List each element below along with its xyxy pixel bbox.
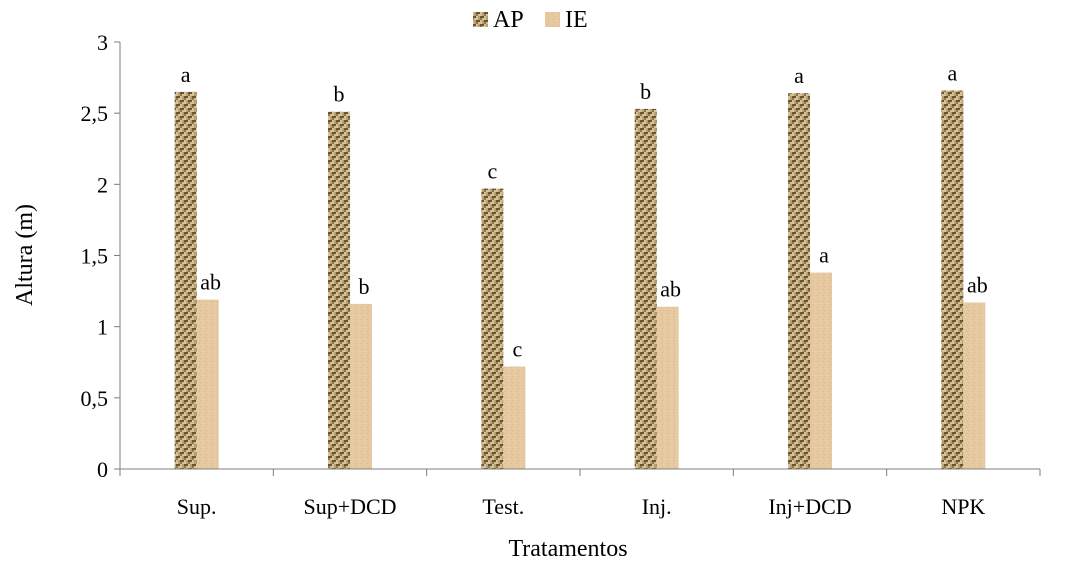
legend-label-ap: AP: [493, 7, 524, 33]
legend-swatch-ie: [545, 12, 560, 27]
x-axis: Sup. Sup+DCD Test. Inj. Inj+DCD NPK: [120, 469, 1040, 519]
significance-label: ab: [200, 270, 221, 295]
bar-ap: [788, 93, 810, 469]
significance-label: ab: [967, 272, 988, 297]
significance-label: a: [947, 60, 957, 85]
bar-ap: [635, 109, 657, 469]
legend: AP IE: [473, 7, 588, 33]
x-tick-label: Inj.: [642, 494, 672, 519]
x-tick-label: Test.: [482, 494, 524, 519]
x-tick-label: Sup+DCD: [303, 494, 396, 519]
significance-label: a: [819, 243, 829, 268]
bar-ie: [810, 273, 832, 469]
significance-label: a: [794, 63, 804, 88]
x-tick-label: NPK: [941, 494, 985, 519]
legend-label-ie: IE: [565, 7, 588, 33]
significance-label: c: [512, 337, 522, 362]
x-tick-label: Sup.: [177, 494, 217, 519]
y-axis: 0 0,5 1 1,5 2 2,5 3: [81, 30, 121, 482]
significance-label: a: [181, 62, 191, 87]
y-tick-label: 2: [97, 172, 108, 197]
bar-ap: [481, 189, 503, 469]
bar-ie: [657, 307, 679, 469]
y-axis-title: Altura (m): [12, 204, 38, 306]
bar-ie: [503, 367, 525, 469]
bar-ap: [941, 90, 963, 469]
bars: a ab b b c c b ab a a a ab: [175, 60, 988, 469]
y-tick-label: 1: [97, 315, 108, 340]
y-tick-label: 0: [97, 457, 108, 482]
bar-ie: [963, 302, 985, 469]
bar-ap: [328, 112, 350, 469]
bar-ap: [175, 92, 197, 469]
y-tick-label: 2,5: [81, 101, 109, 126]
significance-label: b: [359, 274, 370, 299]
y-tick-label: 0,5: [81, 386, 109, 411]
y-tick-label: 3: [97, 30, 108, 55]
bar-ie: [350, 304, 372, 469]
bar-ie: [197, 300, 219, 469]
y-tick-label: 1,5: [81, 244, 109, 269]
significance-label: c: [487, 159, 497, 184]
legend-swatch-ap: [473, 12, 488, 27]
x-axis-title: Tratamentos: [508, 536, 627, 562]
x-tick-label: Inj+DCD: [768, 494, 851, 519]
significance-label: b: [334, 82, 345, 107]
significance-label: b: [640, 79, 651, 104]
significance-label: ab: [660, 277, 681, 302]
